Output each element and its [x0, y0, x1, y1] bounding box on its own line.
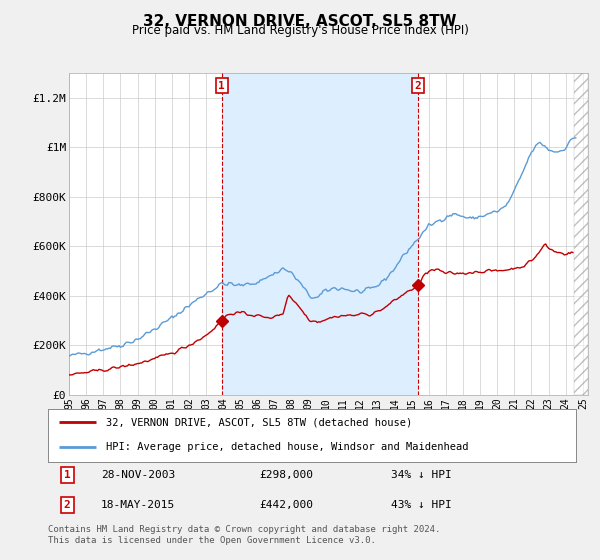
- Text: Contains HM Land Registry data © Crown copyright and database right 2024.
This d: Contains HM Land Registry data © Crown c…: [48, 525, 440, 545]
- Text: 34% ↓ HPI: 34% ↓ HPI: [391, 470, 452, 480]
- Text: 1: 1: [218, 81, 225, 91]
- Text: HPI: Average price, detached house, Windsor and Maidenhead: HPI: Average price, detached house, Wind…: [106, 442, 469, 452]
- Text: 28-NOV-2003: 28-NOV-2003: [101, 470, 175, 480]
- Text: 1: 1: [64, 470, 71, 480]
- Bar: [222, 73, 418, 395]
- Bar: [574, 73, 588, 395]
- Text: £298,000: £298,000: [259, 470, 313, 480]
- Text: 18-MAY-2015: 18-MAY-2015: [101, 500, 175, 510]
- Text: 43% ↓ HPI: 43% ↓ HPI: [391, 500, 452, 510]
- Text: Price paid vs. HM Land Registry's House Price Index (HPI): Price paid vs. HM Land Registry's House …: [131, 24, 469, 37]
- Text: 32, VERNON DRIVE, ASCOT, SL5 8TW: 32, VERNON DRIVE, ASCOT, SL5 8TW: [143, 14, 457, 29]
- Text: 2: 2: [64, 500, 71, 510]
- Text: 2: 2: [415, 81, 421, 91]
- Text: £442,000: £442,000: [259, 500, 313, 510]
- Text: 32, VERNON DRIVE, ASCOT, SL5 8TW (detached house): 32, VERNON DRIVE, ASCOT, SL5 8TW (detach…: [106, 417, 412, 427]
